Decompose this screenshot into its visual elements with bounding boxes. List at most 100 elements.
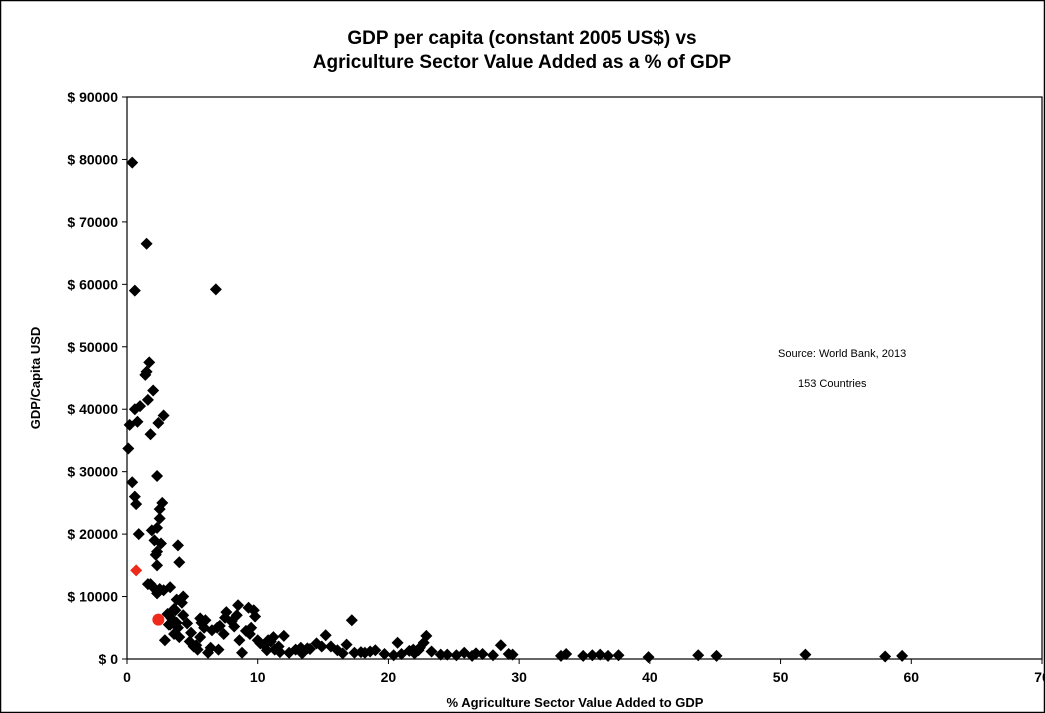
data-point-highlight bbox=[152, 613, 165, 626]
data-point bbox=[143, 356, 156, 369]
data-point bbox=[560, 648, 573, 661]
data-point bbox=[487, 649, 499, 662]
data-point bbox=[181, 617, 194, 630]
data-point bbox=[420, 629, 433, 642]
data-point bbox=[260, 644, 273, 657]
data-point bbox=[145, 524, 158, 537]
data-point bbox=[177, 609, 190, 622]
x-tick-label: 0 bbox=[123, 669, 131, 685]
count-annotation: 153 Countries bbox=[798, 378, 867, 390]
data-point bbox=[425, 645, 438, 658]
data-point bbox=[273, 646, 286, 659]
data-point bbox=[710, 649, 723, 662]
data-point bbox=[144, 428, 157, 441]
data-point bbox=[177, 590, 190, 603]
data-point bbox=[141, 578, 154, 591]
data-point bbox=[408, 647, 421, 660]
data-point bbox=[236, 646, 249, 659]
data-point bbox=[692, 649, 705, 662]
data-point bbox=[879, 650, 892, 663]
data-point bbox=[128, 284, 141, 297]
data-point bbox=[470, 647, 483, 660]
data-point bbox=[173, 631, 186, 644]
data-point bbox=[149, 548, 162, 561]
data-point bbox=[130, 498, 143, 511]
data-point bbox=[395, 648, 408, 661]
y-tick-label: $ 20000 bbox=[67, 526, 118, 542]
y-axis-label: GDP/Capita USD bbox=[28, 327, 43, 430]
data-point bbox=[164, 581, 177, 594]
data-point bbox=[173, 556, 186, 569]
data-point bbox=[185, 626, 198, 639]
y-tick-label: $ 40000 bbox=[67, 401, 118, 417]
data-point bbox=[151, 470, 164, 483]
data-point bbox=[612, 649, 625, 662]
data-point bbox=[171, 539, 184, 552]
data-point bbox=[158, 634, 171, 647]
x-tick-label: 30 bbox=[511, 669, 527, 685]
data-point bbox=[198, 621, 211, 634]
data-point bbox=[128, 490, 141, 503]
chart-title-line1: GDP per capita (constant 2005 US$) vs bbox=[347, 28, 696, 49]
data-point bbox=[126, 476, 139, 489]
y-tick-label: $ 10000 bbox=[67, 589, 118, 605]
data-point bbox=[315, 640, 328, 653]
x-tick-label: 70 bbox=[1034, 669, 1045, 685]
data-point bbox=[157, 409, 170, 422]
plot-area bbox=[126, 96, 1043, 660]
data-point bbox=[209, 283, 222, 296]
y-tick-label: $ 50000 bbox=[67, 339, 118, 355]
data-point bbox=[139, 368, 152, 381]
data-point bbox=[378, 648, 391, 661]
data-point bbox=[132, 528, 145, 541]
data-point bbox=[230, 609, 243, 622]
data-point bbox=[391, 636, 404, 649]
data-point bbox=[494, 639, 507, 652]
data-point bbox=[577, 649, 590, 662]
data-points bbox=[122, 156, 909, 664]
data-point bbox=[387, 649, 400, 662]
data-point bbox=[296, 647, 309, 660]
x-tick-label: 20 bbox=[381, 669, 397, 685]
data-point bbox=[153, 503, 166, 516]
chart-title-line2: Agriculture Sector Value Added as a % of… bbox=[313, 52, 732, 73]
data-point bbox=[147, 384, 160, 397]
data-point bbox=[586, 649, 599, 662]
y-tick-label: $ 30000 bbox=[67, 464, 118, 480]
data-point bbox=[896, 649, 909, 662]
data-point bbox=[249, 610, 262, 623]
data-point bbox=[151, 559, 164, 572]
data-point bbox=[441, 648, 454, 661]
data-point bbox=[319, 629, 332, 642]
data-point bbox=[354, 646, 367, 659]
data-point bbox=[602, 649, 615, 662]
y-tick-label: $ 80000 bbox=[67, 151, 118, 167]
y-tick-label: $ 90000 bbox=[67, 89, 118, 105]
data-point bbox=[122, 442, 135, 455]
data-point bbox=[140, 237, 153, 250]
data-point bbox=[194, 631, 207, 644]
data-point bbox=[152, 416, 165, 429]
x-tick-label: 10 bbox=[250, 669, 266, 685]
y-tick-label: $ 60000 bbox=[67, 276, 118, 292]
data-point bbox=[799, 648, 812, 661]
x-axis-label: % Agriculture Sector Value Added to GDP bbox=[447, 695, 704, 710]
y-tick-label: $ 70000 bbox=[67, 214, 118, 230]
data-point bbox=[153, 512, 166, 525]
data-point bbox=[126, 156, 139, 169]
x-tick-label: 40 bbox=[642, 669, 658, 685]
y-tick-label: $ 0 bbox=[99, 651, 119, 667]
data-point bbox=[331, 644, 344, 657]
data-point bbox=[190, 639, 203, 652]
data-point bbox=[131, 415, 144, 428]
y-axis: $ 0 $ 10000 $ 20000 $ 30000 $ 40000 $ 50000 $ … bbox=[67, 89, 127, 667]
data-point bbox=[232, 599, 245, 612]
data-point bbox=[219, 611, 232, 624]
data-point bbox=[228, 620, 241, 633]
x-tick-label: 60 bbox=[903, 669, 919, 685]
data-point bbox=[162, 618, 175, 631]
data-point bbox=[642, 651, 655, 664]
x-axis: 0 10 20 30 40 50 60 70 bbox=[123, 659, 1045, 685]
data-point bbox=[141, 393, 154, 406]
